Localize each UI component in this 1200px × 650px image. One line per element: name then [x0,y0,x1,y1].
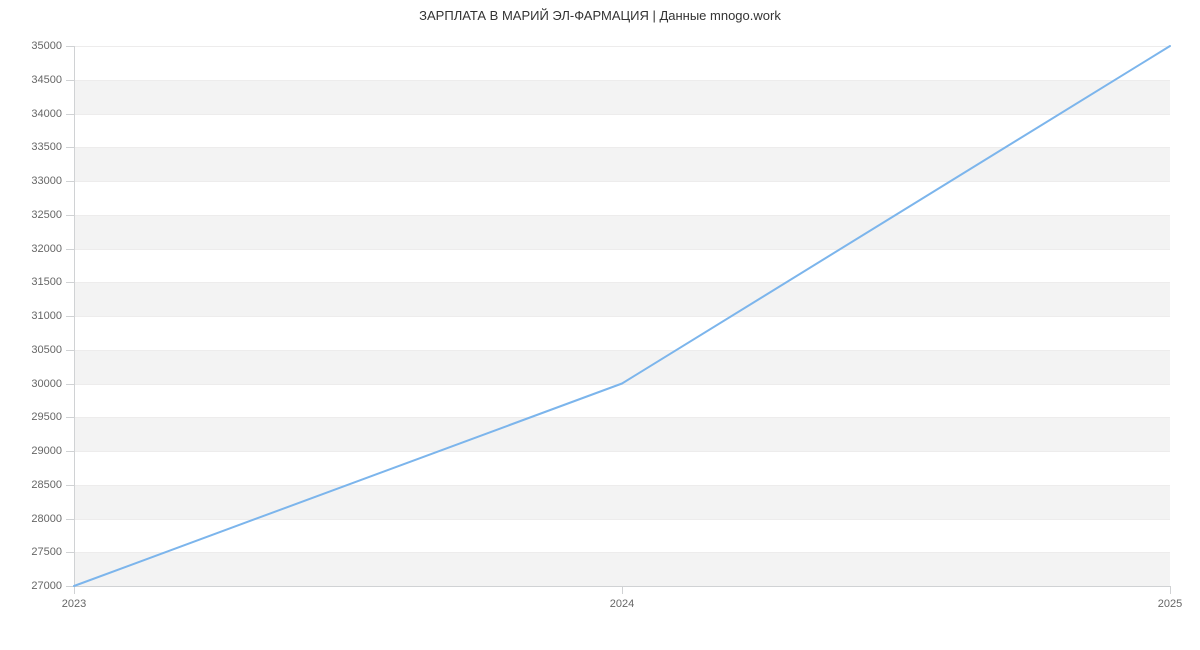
y-tick [66,485,74,486]
y-tick [66,417,74,418]
y-tick-label: 30000 [2,378,62,390]
y-tick-label: 29000 [2,445,62,457]
x-tick [622,586,623,594]
chart-title: ЗАРПЛАТА В МАРИЙ ЭЛ-ФАРМАЦИЯ | Данные mn… [0,8,1200,23]
y-tick [66,451,74,452]
y-tick-label: 29500 [2,411,62,423]
y-tick [66,384,74,385]
y-tick [66,586,74,587]
y-tick [66,147,74,148]
y-tick [66,519,74,520]
series-line-salary [74,46,1170,586]
y-tick-label: 33000 [2,175,62,187]
y-tick-label: 32000 [2,243,62,255]
y-tick-label: 34000 [2,108,62,120]
x-tick [1170,586,1171,594]
y-tick-label: 28500 [2,479,62,491]
y-tick-label: 31000 [2,310,62,322]
series-layer [74,46,1170,586]
x-tick-label: 2024 [610,598,634,610]
y-tick-label: 34500 [2,74,62,86]
x-tick [74,586,75,594]
y-tick [66,552,74,553]
y-tick [66,114,74,115]
y-tick [66,350,74,351]
y-tick [66,215,74,216]
y-tick [66,249,74,250]
y-tick [66,181,74,182]
y-tick-label: 33500 [2,141,62,153]
x-tick-label: 2023 [62,598,86,610]
x-tick-label: 2025 [1158,598,1182,610]
salary-chart: ЗАРПЛАТА В МАРИЙ ЭЛ-ФАРМАЦИЯ | Данные mn… [0,0,1200,650]
y-tick-label: 27500 [2,546,62,558]
y-tick [66,282,74,283]
y-tick-label: 30500 [2,344,62,356]
y-tick-label: 32500 [2,209,62,221]
y-tick [66,316,74,317]
y-tick [66,80,74,81]
y-tick-label: 28000 [2,513,62,525]
y-tick-label: 27000 [2,580,62,592]
plot-area: 2700027500280002850029000295003000030500… [74,46,1170,586]
y-tick-label: 35000 [2,40,62,52]
y-tick [66,46,74,47]
y-tick-label: 31500 [2,276,62,288]
